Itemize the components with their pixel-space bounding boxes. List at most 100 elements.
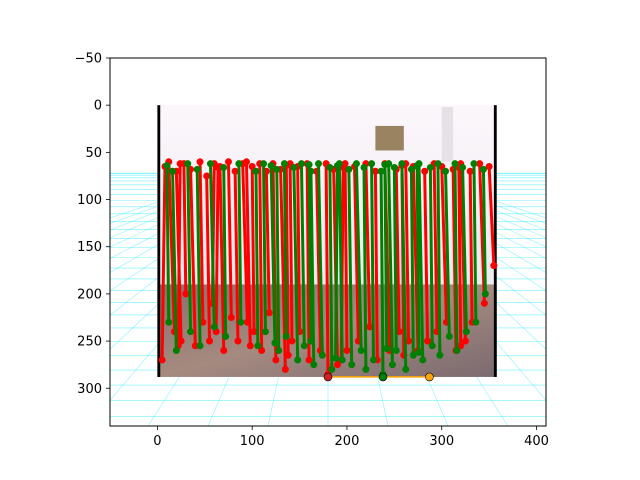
- match-point: [248, 163, 256, 171]
- match-point: [294, 356, 302, 364]
- x-tick-label: 100: [240, 434, 265, 449]
- match-line: [222, 167, 228, 337]
- match-point: [390, 163, 398, 171]
- match-point: [490, 262, 498, 270]
- match-line: [334, 165, 339, 359]
- match-point: [481, 290, 489, 298]
- match-point: [158, 356, 166, 364]
- match-line: [417, 163, 425, 360]
- match-point: [288, 337, 296, 345]
- y-tick-label: 200: [77, 287, 102, 302]
- match-point: [307, 337, 315, 345]
- match-point: [297, 160, 305, 168]
- match-point: [193, 165, 201, 173]
- match-point: [470, 160, 478, 168]
- match-line: [264, 171, 271, 313]
- match-line: [379, 171, 385, 375]
- match-point: [231, 167, 239, 175]
- highlight-point: [323, 372, 333, 382]
- highlight-point: [378, 372, 388, 382]
- match-line: [383, 164, 389, 349]
- match-point: [345, 165, 353, 173]
- match-point: [348, 361, 356, 369]
- match-point: [377, 167, 385, 175]
- match-point: [436, 351, 444, 359]
- match-point: [405, 337, 413, 345]
- match-point: [398, 160, 406, 168]
- match-point: [466, 167, 474, 175]
- match-point: [176, 160, 184, 168]
- match-point: [451, 160, 459, 168]
- match-point: [234, 337, 242, 345]
- match-point: [267, 162, 275, 170]
- x-tick-label: 300: [429, 434, 454, 449]
- match-point: [305, 356, 313, 364]
- match-point: [472, 318, 480, 326]
- match-point: [310, 361, 318, 369]
- match-point: [369, 356, 377, 364]
- match-point: [421, 167, 429, 175]
- x-tick-label: 0: [153, 434, 161, 449]
- match-line: [387, 163, 394, 365]
- match-line: [254, 171, 260, 346]
- match-line: [165, 165, 171, 323]
- match-line: [205, 175, 212, 342]
- match-line: [461, 167, 468, 332]
- match-point: [368, 160, 376, 168]
- match-point: [442, 167, 450, 175]
- match-point: [409, 351, 417, 359]
- match-line: [362, 167, 368, 370]
- match-line: [444, 171, 451, 337]
- match-line: [195, 169, 202, 346]
- match-line: [472, 163, 478, 323]
- match-line: [309, 171, 316, 365]
- match-point: [362, 365, 370, 373]
- match-point: [424, 337, 432, 345]
- match-point: [272, 356, 280, 364]
- y-tick-label: 300: [77, 382, 102, 397]
- match-line: [189, 169, 197, 346]
- match-point: [333, 162, 341, 170]
- match-line: [440, 166, 448, 323]
- match-point: [459, 163, 467, 171]
- match-point: [250, 328, 258, 336]
- match-line: [394, 169, 401, 332]
- match-line: [250, 166, 256, 332]
- match-point: [300, 342, 308, 350]
- match-point: [328, 365, 336, 373]
- match-line: [487, 166, 496, 266]
- match-line: [237, 163, 243, 323]
- y-tick-label: 50: [85, 146, 102, 161]
- match-line: [457, 167, 463, 346]
- match-point: [196, 158, 204, 166]
- x-tick-label: 400: [524, 434, 549, 449]
- match-line: [282, 163, 288, 337]
- match-point: [169, 167, 177, 175]
- highlight-points: [323, 372, 434, 382]
- match-line: [186, 163, 193, 332]
- match-point: [388, 361, 396, 369]
- match-point: [284, 351, 292, 359]
- match-point: [419, 356, 427, 364]
- match-point: [196, 342, 204, 350]
- match-line: [160, 166, 167, 360]
- match-line: [176, 163, 182, 346]
- match-line: [423, 171, 430, 342]
- match-line: [208, 163, 216, 327]
- match-point: [326, 163, 334, 171]
- match-point: [479, 165, 487, 173]
- photo-border-right: [493, 105, 497, 377]
- match-line: [171, 171, 178, 351]
- match-point: [485, 163, 493, 171]
- match-point: [371, 167, 379, 175]
- match-line: [400, 163, 408, 370]
- match-line: [244, 161, 252, 346]
- match-line: [305, 163, 311, 360]
- match-point: [381, 161, 389, 169]
- axes-frame: [109, 57, 547, 427]
- match-point: [273, 165, 281, 173]
- x-tick-label: 200: [335, 434, 360, 449]
- match-point: [206, 160, 214, 168]
- series-green: [163, 160, 489, 378]
